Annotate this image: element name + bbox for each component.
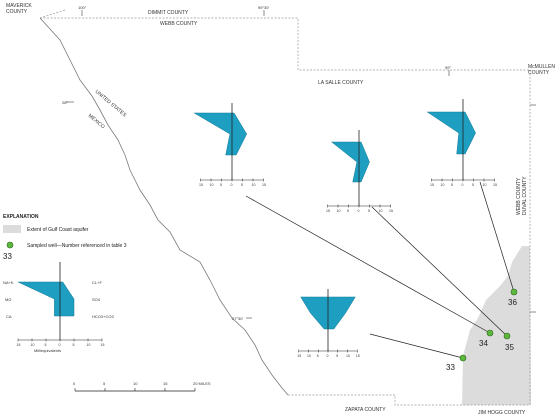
scale-label-3: 15 — [163, 381, 168, 386]
stiff-diagram-2: 15 10 5 0 5 10 15 — [326, 130, 393, 213]
stiff-legend-labels: NA+K MG CA CL+F SO4 HCO3+CO3 Milliequiva… — [3, 280, 114, 353]
stiff-tick-label-legend-5: 10 — [87, 343, 91, 347]
stiff-tick-label-4-4: 5 — [336, 354, 338, 358]
leader-lines — [245, 181, 515, 359]
stiff-tick-label-3-3: 0 — [462, 183, 464, 187]
well-36-marker[interactable] — [510, 288, 518, 296]
stiff-tick-label-2-0: 15 — [326, 209, 330, 213]
stiff-polygon-legend — [17, 281, 75, 317]
legend-axis-title: Milliequivalents — [34, 348, 61, 353]
explanation: EXPLANATION Extent of Gulf Coast aquifer… — [3, 214, 127, 261]
aquifer-legend-swatch — [3, 225, 21, 233]
lon-99-label: 99° — [445, 65, 451, 70]
coordinate-ticks — [66, 10, 536, 319]
webb-county-top-label: WEBB COUNTY — [160, 21, 198, 27]
scale-label-0: 0 — [73, 381, 76, 386]
well-34-label: 34 — [479, 339, 488, 348]
maverick-county-label-2: COUNTY — [6, 9, 28, 15]
stiff-tick-label-1-5: 10 — [252, 183, 256, 187]
dimmit-county-label: DIMMIT COUNTY — [148, 10, 189, 16]
legend-right-label-2: SO4 — [92, 297, 101, 302]
legend-left-label-2: MG — [5, 297, 11, 302]
stiff-legend-diagram: 15 10 5 0 5 10 15 — [17, 262, 105, 347]
legend-left-label-3: CA — [6, 314, 12, 319]
stiff-tick-label-legend-2: 5 — [45, 343, 47, 347]
legend-left-label-1: NA+K — [3, 280, 14, 285]
stiff-tick-label-3-0: 15 — [430, 183, 434, 187]
rio-grande-river — [39, 17, 289, 396]
stiff-tick-label-4-3: 0 — [327, 354, 329, 358]
scale-label-1: 5 — [103, 381, 106, 386]
stiff-tick-label-4-5: 10 — [346, 354, 350, 358]
stiff-tick-label-legend-4: 5 — [73, 343, 75, 347]
stiff-tick-label-4-0: 15 — [297, 354, 301, 358]
mcmullen-county-label-2: COUNTY — [528, 70, 550, 76]
scale-bar: 0 5 10 15 20 MILES — [73, 381, 211, 392]
jim-hogg-county-label: JIM HOGG COUNTY — [478, 410, 526, 416]
stiff-tick-label-legend-3: 0 — [59, 343, 61, 347]
stiff-tick-label-4-2: 5 — [317, 354, 319, 358]
legend-right-label-3: HCO3+CO3 — [92, 314, 114, 319]
county-labels: MAVERICK COUNTY DIMMIT COUNTY WEBB COUNT… — [6, 3, 555, 416]
stiff-tick-label-legend-1: 10 — [31, 343, 35, 347]
stiff-tick-label-3-4: 5 — [472, 183, 474, 187]
legend-right-label-1: CL+F — [92, 280, 102, 285]
stiff-tick-label-legend-6: 15 — [101, 343, 105, 347]
well-legend-label: Sampled well—Number referenced in table … — [27, 243, 127, 249]
stiff-tick-label-2-1: 10 — [337, 209, 341, 213]
explanation-title: EXPLANATION — [3, 214, 39, 220]
well-legend-marker — [6, 241, 14, 249]
well-33-marker[interactable] — [459, 354, 467, 362]
well-35-marker[interactable] — [503, 332, 511, 340]
scale-label-2: 10 — [133, 381, 138, 386]
county-boundaries — [39, 9, 531, 406]
stiff-tick-label-3-6: 15 — [493, 183, 497, 187]
lon-9930-label: 99°30' — [258, 5, 269, 10]
united-states-label: UNITED STATES — [94, 89, 128, 119]
stiff-diagram-4: 15 10 5 0 5 10 15 — [297, 289, 360, 358]
well-33-label: 33 — [446, 363, 455, 372]
lon-100-label: 100° — [78, 5, 87, 10]
scale-label-4: 20 MILES — [193, 381, 211, 386]
aquifer-legend-label: Extent of Gulf Coast aquifer — [27, 227, 89, 233]
stiff-tick-label-1-1: 10 — [210, 183, 214, 187]
stiff-polygon-1 — [193, 112, 247, 156]
webb-county-side-label: WEBB COUNTY — [516, 177, 522, 215]
stiff-tick-label-4-6: 15 — [356, 354, 360, 358]
stiff-diagram-3: 15 10 5 0 5 10 15 — [426, 99, 497, 187]
well-35-label: 35 — [505, 343, 514, 352]
stiff-tick-label-3-1: 10 — [441, 183, 445, 187]
stiff-diagram-1: 15 10 5 0 5 10 15 — [193, 103, 266, 187]
stiff-tick-label-2-6: 15 — [389, 209, 393, 213]
stiff-tick-label-3-5: 10 — [483, 183, 487, 187]
stiff-tick-label-legend-0: 15 — [17, 343, 21, 347]
stiff-tick-label-4-1: 10 — [307, 354, 311, 358]
stiff-tick-label-1-6: 15 — [262, 183, 266, 187]
well-34-marker[interactable] — [486, 329, 494, 337]
stiff-tick-label-1-2: 5 — [220, 183, 222, 187]
well-legend-example: 33 — [3, 252, 12, 261]
coordinate-labels: 100° 99°30' 99° 28° 27°30' — [62, 5, 451, 321]
mcmullen-county-label: McMULLEN — [528, 64, 555, 70]
stiff-tick-label-1-0: 15 — [199, 183, 203, 187]
duval-county-side-label: DUVAL COUNTY — [522, 176, 528, 215]
stiff-polygon-2 — [330, 141, 370, 183]
lat-28-label: 28° — [62, 100, 68, 105]
stiff-tick-label-2-4: 5 — [368, 209, 370, 213]
maverick-county-label: MAVERICK — [6, 3, 32, 9]
wells: 33 34 35 36 — [446, 288, 518, 372]
stiff-tick-label-3-2: 5 — [451, 183, 453, 187]
stiff-tick-label-2-3: 0 — [358, 209, 360, 213]
well-36-label: 36 — [508, 298, 517, 307]
stiff-polygon-3 — [426, 111, 476, 155]
zapata-county-label: ZAPATA COUNTY — [345, 407, 386, 413]
la-salle-county-label: LA SALLE COUNTY — [318, 80, 364, 86]
lat-2730-label: 27°30' — [232, 316, 243, 321]
stiff-tick-label-1-3: 0 — [231, 183, 233, 187]
stiff-tick-label-2-2: 5 — [347, 209, 349, 213]
stiff-tick-label-2-5: 10 — [379, 209, 383, 213]
stiff-tick-label-1-4: 5 — [241, 183, 243, 187]
